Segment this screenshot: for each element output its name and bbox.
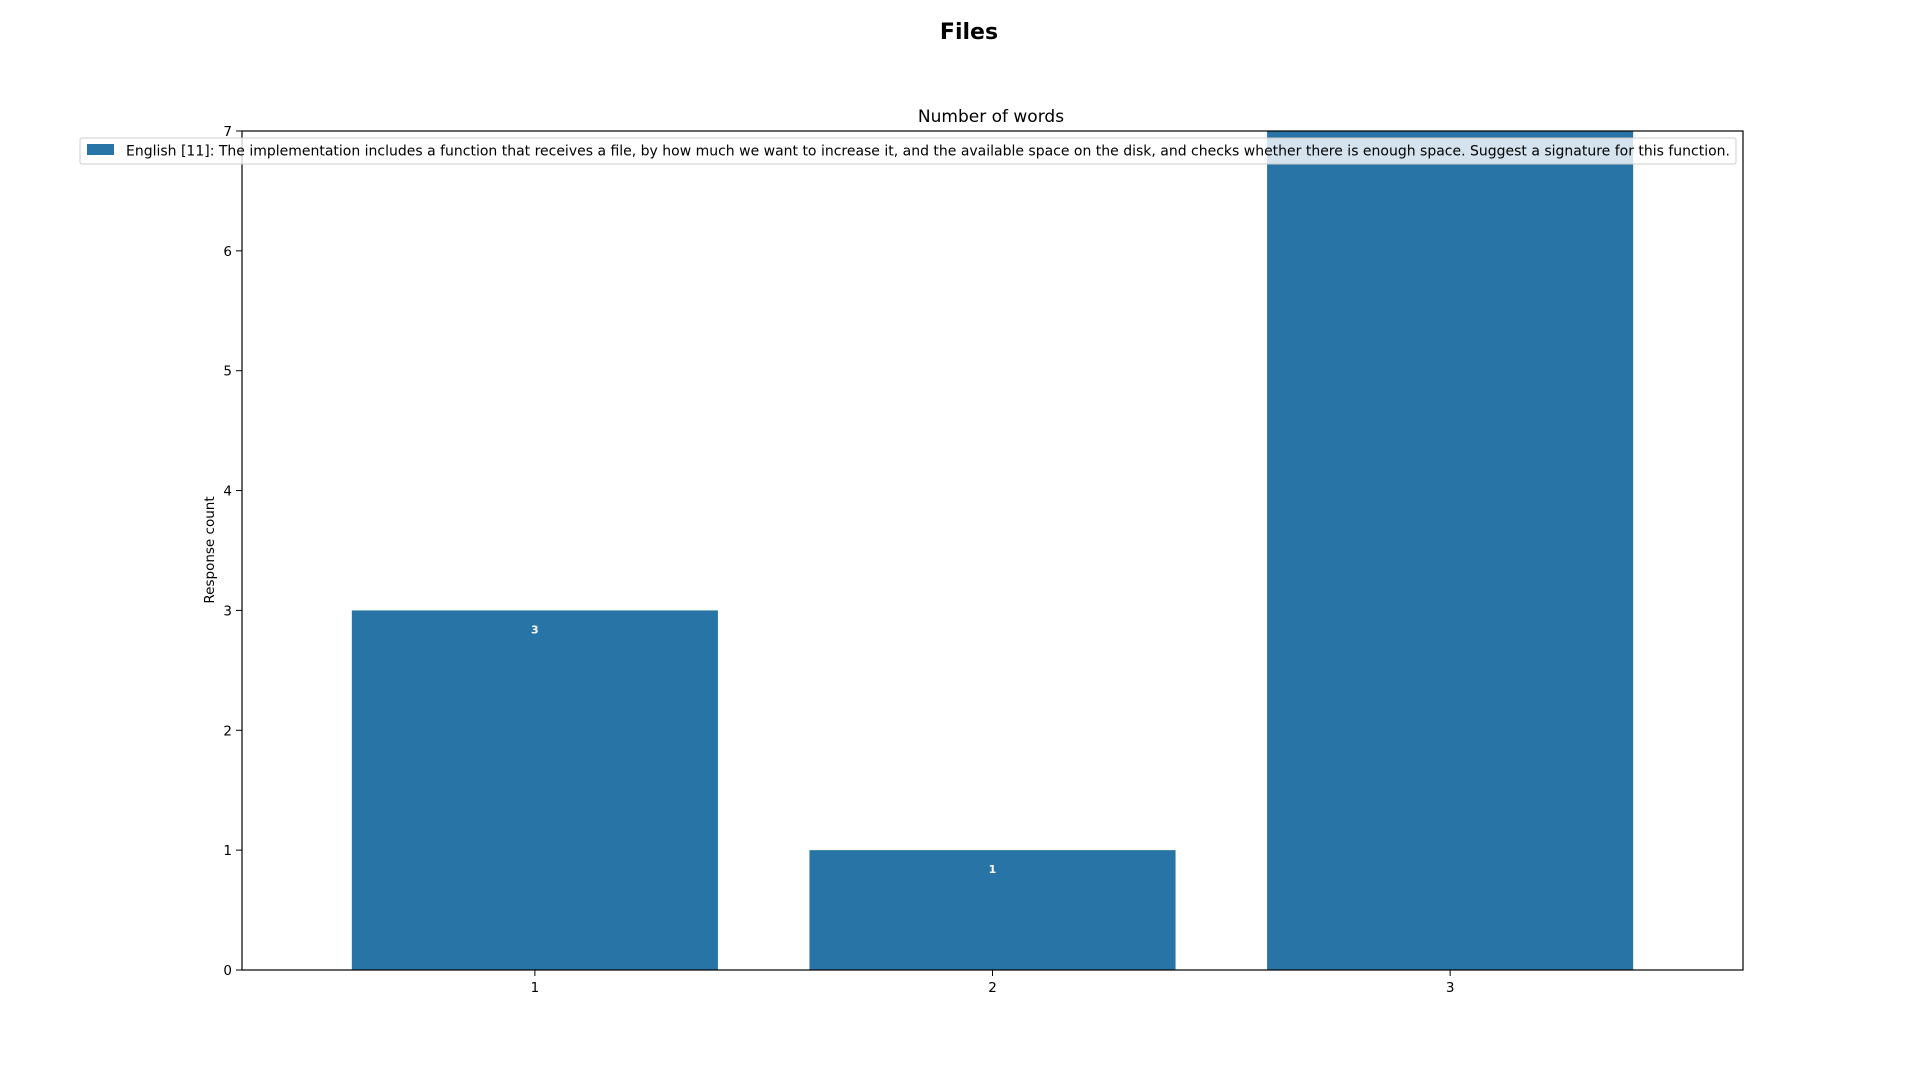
y-axis-ticks: 0 1 2 3 4 5 6 7 bbox=[223, 124, 242, 979]
y-tick-label-2: 2 bbox=[223, 723, 232, 739]
y-tick-label-5: 5 bbox=[223, 364, 232, 380]
y-tick-label-7: 7 bbox=[223, 124, 232, 140]
x-axis-ticks: 1 2 3 bbox=[531, 970, 1455, 996]
legend-entry-label: English [11]: The implementation include… bbox=[126, 144, 1730, 160]
x-tick-label-1: 1 bbox=[531, 980, 540, 996]
chart-title: Number of words bbox=[918, 107, 1064, 127]
figure-title: Files bbox=[940, 20, 998, 45]
x-tick-label-2: 2 bbox=[988, 980, 997, 996]
bar-labels-group: 31 bbox=[531, 623, 996, 876]
y-tick-label-0: 0 bbox=[223, 963, 232, 979]
bar-1 bbox=[351, 610, 718, 970]
bar-2 bbox=[809, 850, 1176, 970]
plot-frame bbox=[241, 130, 1744, 971]
y-axis-label: Response count bbox=[202, 496, 218, 603]
y-tick-label-1: 1 bbox=[223, 843, 232, 859]
legend-box bbox=[79, 137, 1737, 165]
bar-3 bbox=[1267, 131, 1634, 970]
legend-swatch bbox=[87, 144, 114, 155]
y-tick-label-6: 6 bbox=[223, 244, 232, 260]
y-tick-label-3: 3 bbox=[223, 603, 232, 619]
legend: English [11]: The implementation include… bbox=[79, 137, 1737, 165]
bars-group bbox=[351, 131, 1634, 970]
bar-value-label-1: 3 bbox=[531, 623, 539, 636]
bar-value-label-2: 1 bbox=[989, 863, 997, 876]
y-tick-label-4: 4 bbox=[223, 484, 232, 500]
x-tick-label-3: 3 bbox=[1446, 980, 1455, 996]
